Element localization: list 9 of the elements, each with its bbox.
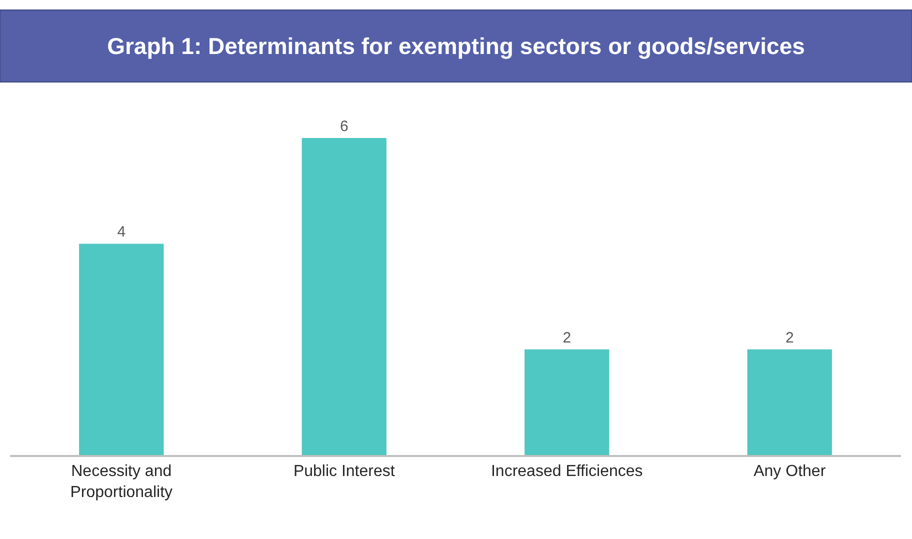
- x-tick-label: Necessity and Proportionality: [70, 462, 173, 501]
- chart-title: Graph 1: Determinants for exempting sectors or goods/services: [107, 33, 805, 60]
- x-tick-label: Any Other: [754, 462, 826, 480]
- data-label: 2: [562, 329, 572, 346]
- x-tick-label: Increased Efficiences: [490, 462, 643, 480]
- x-tick-label: Public Interest: [293, 462, 396, 480]
- data-label: 2: [785, 329, 794, 346]
- data-label: 6: [340, 118, 348, 136]
- data-label: 4: [117, 224, 126, 241]
